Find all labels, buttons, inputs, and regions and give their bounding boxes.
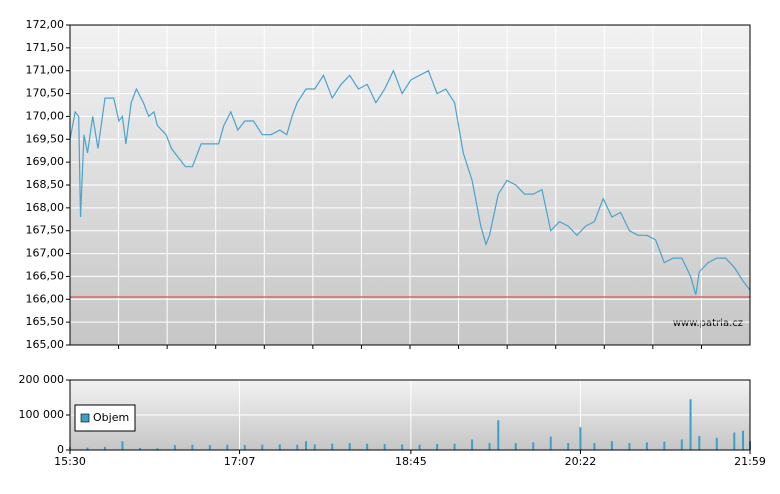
volume-bar bbox=[593, 443, 596, 450]
y-tick-label: 168,00 bbox=[26, 201, 65, 214]
volume-bar bbox=[698, 436, 701, 450]
volume-bar bbox=[436, 444, 439, 450]
volume-bar bbox=[401, 444, 404, 450]
volume-bar bbox=[663, 441, 666, 450]
volume-bar bbox=[86, 447, 89, 450]
volume-bar bbox=[304, 441, 307, 450]
y-tick-label: 166,50 bbox=[26, 269, 65, 282]
volume-bar bbox=[313, 444, 316, 450]
volume-bar bbox=[348, 443, 351, 450]
volume-bar bbox=[208, 445, 211, 450]
volume-bar bbox=[715, 437, 718, 450]
volume-bar bbox=[680, 439, 683, 450]
volume-bar bbox=[173, 445, 176, 450]
volume-bar bbox=[366, 443, 369, 450]
y-tick-label: 169,00 bbox=[26, 155, 65, 168]
volume-bar bbox=[261, 444, 264, 450]
y-tick-label: 170,50 bbox=[26, 87, 65, 100]
y-tick-label: 165,00 bbox=[26, 338, 65, 351]
volume-bar bbox=[488, 443, 491, 450]
y-tick-label: 166,00 bbox=[26, 292, 65, 305]
x-tick-label: 18:45 bbox=[395, 455, 427, 468]
y-tick-label: 167,50 bbox=[26, 224, 65, 237]
panel-border bbox=[69, 379, 751, 451]
y-tick-label: 171,00 bbox=[26, 64, 65, 77]
volume-bar bbox=[383, 444, 386, 450]
y-tick-label: 0 bbox=[57, 443, 64, 456]
volume-bar bbox=[514, 443, 517, 450]
price-line bbox=[69, 69, 751, 295]
x-tick-label: 17:07 bbox=[224, 455, 256, 468]
x-tick-label: 15:30 bbox=[54, 455, 86, 468]
volume-bar bbox=[733, 432, 736, 450]
y-tick-label: 171,50 bbox=[26, 41, 65, 54]
legend-swatch bbox=[80, 413, 90, 423]
volume-bar bbox=[278, 444, 281, 450]
y-tick-label: 169,50 bbox=[26, 132, 65, 145]
volume-bar bbox=[579, 427, 582, 450]
volume-bar bbox=[138, 447, 141, 450]
x-tick-label: 20:22 bbox=[565, 455, 597, 468]
volume-bar bbox=[610, 441, 613, 450]
volume-bar bbox=[628, 443, 631, 450]
y-tick-label: 172,00 bbox=[26, 18, 65, 31]
volume-bar bbox=[418, 444, 421, 450]
volume-bar bbox=[453, 443, 456, 450]
y-tick-label: 170,00 bbox=[26, 109, 65, 122]
volume-bar bbox=[645, 442, 648, 450]
volume-bar bbox=[331, 443, 334, 450]
volume-bar bbox=[689, 399, 692, 450]
y-tick-label: 168,50 bbox=[26, 178, 65, 191]
volume-bar bbox=[497, 420, 500, 450]
x-tick-label: 21:59 bbox=[734, 455, 766, 468]
volume-bar bbox=[226, 444, 229, 450]
volume-bar bbox=[742, 430, 745, 450]
volume-bar bbox=[156, 448, 159, 450]
volume-bar bbox=[103, 446, 106, 450]
volume-bar bbox=[549, 436, 552, 450]
volume-bar bbox=[567, 443, 570, 450]
volume-bar bbox=[243, 445, 246, 450]
y-tick-label: 165,50 bbox=[26, 315, 65, 328]
y-tick-label: 167,00 bbox=[26, 247, 65, 260]
volume-bar bbox=[532, 442, 535, 450]
panel-border bbox=[69, 24, 751, 346]
volume-bar bbox=[471, 439, 474, 450]
volume-bar bbox=[296, 444, 299, 450]
legend-label: Objem bbox=[93, 411, 129, 424]
y-tick-label: 100 000 bbox=[19, 408, 65, 421]
volume-bar bbox=[121, 441, 124, 450]
volume-bar bbox=[191, 444, 194, 450]
watermark: www.patria.cz bbox=[673, 318, 743, 329]
y-tick-label: 200 000 bbox=[19, 373, 65, 386]
